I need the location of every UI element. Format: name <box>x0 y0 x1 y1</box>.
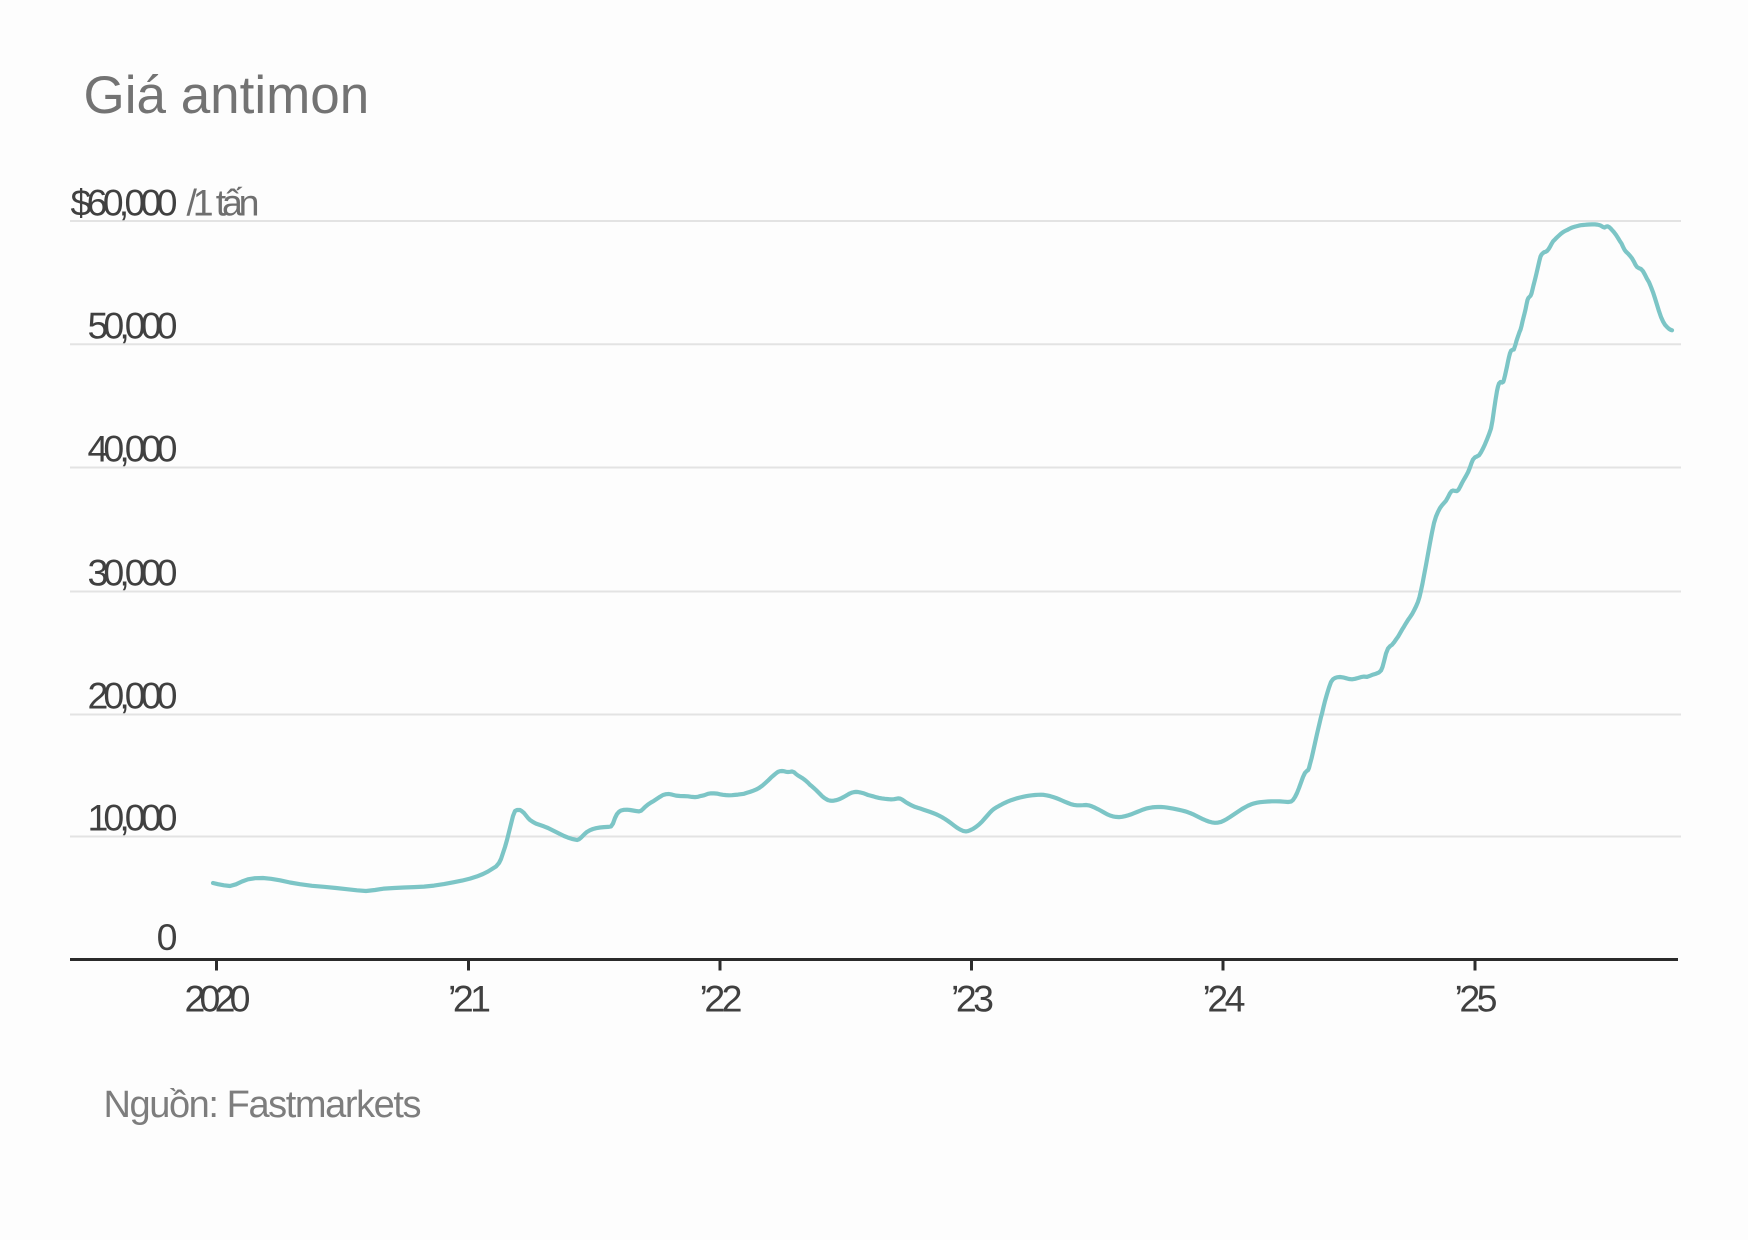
svg-text:40,000: 40,000 <box>88 428 178 470</box>
svg-text:50,000: 50,000 <box>88 305 178 347</box>
svg-text:$60,000: $60,000 <box>71 182 178 224</box>
svg-text:Nguồn: Fastmarkets: Nguồn: Fastmarkets <box>104 1084 422 1126</box>
svg-text:2020: 2020 <box>185 978 251 1020</box>
svg-text:’22: ’22 <box>700 978 743 1020</box>
svg-text:/1 tấn: /1 tấn <box>187 182 260 224</box>
svg-text:30,000: 30,000 <box>88 552 178 594</box>
svg-text:’23: ’23 <box>951 978 994 1020</box>
svg-text:Giá antimon: Giá antimon <box>84 66 370 125</box>
svg-text:20,000: 20,000 <box>88 675 178 717</box>
svg-text:’21: ’21 <box>448 978 491 1020</box>
svg-text:’24: ’24 <box>1203 978 1246 1020</box>
svg-text:’25: ’25 <box>1455 978 1498 1020</box>
svg-text:10,000: 10,000 <box>88 797 178 839</box>
svg-text:0: 0 <box>157 916 178 958</box>
